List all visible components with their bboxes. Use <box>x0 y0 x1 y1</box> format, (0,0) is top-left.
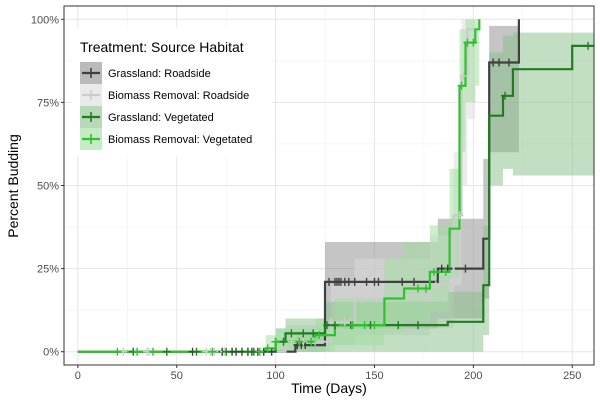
y-tick-label: 0% <box>43 347 59 359</box>
censor-mark <box>429 267 438 276</box>
censor-mark <box>287 337 296 346</box>
censor-mark <box>394 321 403 330</box>
censor-mark <box>323 321 332 330</box>
censor-mark <box>441 267 450 276</box>
x-axis-ticks: 0 50 100 150 200 250 <box>75 365 581 382</box>
censor-mark <box>295 337 304 346</box>
y-axis-ticks: 0% 25% 50% 75% 100% <box>31 14 64 359</box>
x-tick-label: 50 <box>171 370 183 382</box>
censor-mark <box>413 321 422 330</box>
survival-step-line <box>77 44 594 353</box>
censor-mark <box>358 294 367 303</box>
y-tick-label: 50% <box>37 181 59 193</box>
x-tick-label: 250 <box>563 370 581 382</box>
censor-marks <box>113 38 593 356</box>
censor-mark <box>461 264 470 273</box>
x-tick-label: 100 <box>266 370 284 382</box>
censor-mark <box>279 337 288 346</box>
legend-label: Grassland: Roadside <box>108 68 211 80</box>
censor-mark <box>362 277 371 286</box>
censor-mark <box>192 347 201 356</box>
censor-mark <box>315 331 324 340</box>
y-axis-title: Percent Budding <box>5 134 21 238</box>
censor-mark <box>208 347 217 356</box>
y-tick-label: 75% <box>37 97 59 109</box>
censor-mark <box>133 347 142 356</box>
legend-background <box>72 28 272 156</box>
legend: Treatment: Source Habitat Grassland: Roa… <box>72 28 272 156</box>
censor-mark <box>459 71 468 80</box>
censor-mark <box>330 321 339 330</box>
ci-band <box>77 32 595 352</box>
censor-mark <box>307 337 316 346</box>
censor-mark <box>469 38 478 47</box>
legend-title: Treatment: Source Habitat <box>80 39 244 55</box>
censor-mark <box>431 281 440 290</box>
censor-mark <box>455 211 464 220</box>
censor-mark <box>271 337 280 346</box>
legend-label: Biomass Removal: Vegetated <box>108 134 252 146</box>
censor-mark <box>421 294 430 303</box>
censor-mark <box>222 347 231 356</box>
censor-mark <box>504 58 513 67</box>
censor-mark <box>372 294 381 303</box>
censor-mark <box>413 284 422 293</box>
legend-label: Biomass Removal: Roadside <box>108 90 249 102</box>
censor-mark <box>348 321 357 330</box>
censor-mark <box>360 321 369 330</box>
x-tick-label: 200 <box>464 370 482 382</box>
censor-mark <box>113 347 122 356</box>
censor-mark <box>374 277 383 286</box>
censor-mark <box>299 329 308 338</box>
ci-band <box>77 19 476 352</box>
y-tick-label: 100% <box>31 14 59 26</box>
censor-mark <box>398 277 407 286</box>
censor-mark <box>255 347 264 356</box>
censor-mark <box>421 284 430 293</box>
censor-mark <box>148 347 157 356</box>
y-tick-label: 25% <box>37 264 59 276</box>
censor-mark <box>323 337 332 346</box>
censor-mark <box>350 277 359 286</box>
legend-label: Grassland: Vegetated <box>108 112 214 124</box>
x-tick-label: 0 <box>75 370 81 382</box>
x-tick-label: 150 <box>365 370 383 382</box>
censor-mark <box>309 329 318 338</box>
censor-mark <box>162 347 171 356</box>
censor-mark <box>370 321 379 330</box>
x-axis-title: Time (Days) <box>291 380 367 396</box>
confidence-bands <box>77 19 595 352</box>
censor-mark <box>263 344 272 353</box>
censor-mark <box>410 277 419 286</box>
censor-mark <box>584 41 593 50</box>
censor-mark <box>501 91 510 100</box>
censor-mark <box>287 329 296 338</box>
censor-mark <box>495 58 504 67</box>
censor-mark <box>457 81 466 90</box>
